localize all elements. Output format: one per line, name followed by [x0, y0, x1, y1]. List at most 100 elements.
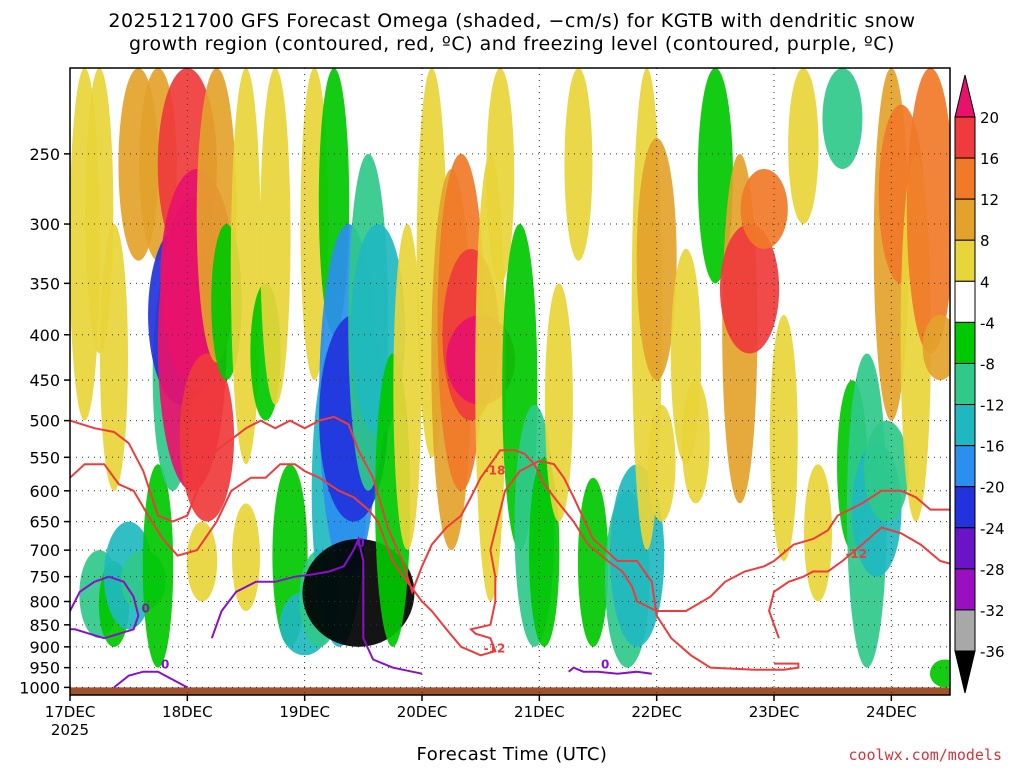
omega-cell: [544, 283, 573, 522]
colorbar-segment: [954, 157, 976, 200]
omega-cell: [142, 464, 174, 668]
omega-cell: [647, 404, 676, 522]
colorbar-tick-label: -24: [980, 520, 1005, 538]
omega-cell: [486, 68, 515, 284]
y-tick-label: 300: [29, 215, 60, 234]
omega-cell: [922, 315, 950, 381]
omega-cell: [186, 521, 218, 602]
y-tick-label: 850: [29, 616, 60, 635]
colorbar-tick-label: -20: [980, 479, 1005, 497]
colorbar-segment: [954, 321, 976, 364]
colorbar-tick-label: -16: [980, 438, 1005, 456]
omega-cell: [636, 138, 677, 381]
y-tick-label: 450: [29, 371, 60, 390]
y-tick-label: 900: [29, 638, 60, 657]
colorbar-tick-label: 12: [980, 191, 999, 209]
y-tick-label: 250: [29, 145, 60, 164]
x-tick-label: 17DEC: [45, 703, 96, 721]
colorbar-segment: [954, 280, 976, 323]
omega-cell: [260, 68, 291, 405]
x-tick-label: 21DEC: [514, 703, 565, 721]
omega-cell: [719, 224, 780, 354]
colorbar-segment: [954, 609, 976, 652]
omega-cell: [788, 68, 819, 225]
freezing-contour-line: [113, 670, 188, 689]
omega-cell: [906, 68, 950, 354]
colorbar-segment: [954, 445, 976, 488]
colorbar-segment: [954, 362, 976, 406]
colorbar-segment: [954, 568, 976, 611]
freezing-contour-label: 0: [357, 536, 365, 550]
colorbar-tick-label: 4: [980, 273, 990, 291]
omega-cell: [100, 224, 128, 491]
x-tick-label: 22DEC: [631, 703, 682, 721]
omega-cell: [393, 224, 422, 551]
dendritic-contour-line: [70, 459, 800, 671]
colorbar-top-arrow: [954, 74, 976, 118]
dendritic-contour-label: -12: [484, 641, 506, 655]
omega-cell: [577, 477, 609, 647]
plot-frame: [69, 67, 951, 696]
x-tick-label: 24DEC: [866, 703, 917, 721]
colorbar-tick-label: -8: [980, 355, 995, 373]
colorbar-segment: [954, 527, 976, 570]
x-tick-label: 18DEC: [162, 703, 213, 721]
y-tick-label: 750: [29, 568, 60, 587]
chart-title-line-1: 2025121700 GFS Forecast Omega (shaded, −…: [108, 10, 916, 32]
omega-cell: [804, 464, 832, 602]
colorbar-tick-label: -12: [980, 397, 1005, 415]
omega-cell: [769, 315, 798, 561]
colorbar-segment: [954, 486, 976, 529]
terrain-strip: [70, 687, 950, 695]
omega-shading: [70, 68, 950, 688]
dendritic-contour-line: [768, 526, 950, 639]
colorbar-tick-label: 20: [980, 109, 999, 127]
colorbar-tick-label: -36: [980, 643, 1005, 661]
freezing-contour-label: 0: [141, 602, 149, 616]
y-tick-label: 500: [29, 412, 60, 431]
dendritic-contour-label: -12: [845, 547, 867, 561]
colorbar-tick-label: 16: [980, 150, 999, 168]
y-tick-label: 400: [29, 326, 60, 345]
credit-text: coolwx.com/models: [848, 746, 1002, 764]
colorbar-tick-label: -4: [980, 314, 995, 332]
dendritic-contour-line: [70, 415, 950, 612]
dendritic-contour-label: -18: [484, 464, 506, 478]
freezing-contour-label: 0: [161, 658, 169, 672]
x-tick-label: 23DEC: [749, 703, 800, 721]
x-tick-label: 19DEC: [279, 703, 330, 721]
omega-cell: [681, 380, 710, 504]
axes: 250 300 350 400 450 500 550 600 650 700 750 800 850 9…: [19, 145, 916, 739]
colorbar: 20 16 12 8 4 -4 -8 -12 -16 -20 -24 -28 -32 -36: [954, 74, 1005, 694]
colorbar-tick-label: -28: [980, 561, 1005, 579]
colorbar-tick-label: -32: [980, 602, 1005, 620]
y-tick-label: 950: [29, 659, 60, 678]
colorbar-segment: [954, 239, 976, 282]
colorbar-tick-label: 8: [980, 232, 990, 250]
omega-cell: [929, 659, 950, 688]
omega-cell: [179, 353, 235, 522]
omega-cell: [740, 168, 788, 249]
freezing-contour-line: [70, 575, 140, 640]
omega-cell: [564, 68, 593, 261]
colorbar-bottom-arrow: [954, 650, 976, 694]
omega-cell: [822, 68, 863, 169]
x-tick-label: 2025: [51, 721, 89, 739]
y-tick-label: 550: [29, 448, 60, 467]
chart-title-line-2: growth region (contoured, red, ºC) and f…: [129, 33, 895, 55]
x-axis-label: Forecast Time (UTC): [416, 744, 608, 765]
omega-cell: [232, 503, 260, 612]
y-tick-label: 800: [29, 593, 60, 612]
colorbar-segment: [954, 198, 976, 241]
y-tick-label: 600: [29, 482, 60, 501]
omega-cell: [697, 68, 733, 284]
freezing-contour-line: [210, 535, 423, 675]
y-tick-label: 1000: [19, 678, 60, 697]
freezing-contour-line: [568, 666, 652, 675]
y-tick-label: 350: [29, 274, 60, 293]
terrain-fill: [70, 687, 950, 695]
grid-lines: [70, 68, 950, 695]
y-tick-label: 650: [29, 513, 60, 532]
x-tick-label: 20DEC: [397, 703, 448, 721]
